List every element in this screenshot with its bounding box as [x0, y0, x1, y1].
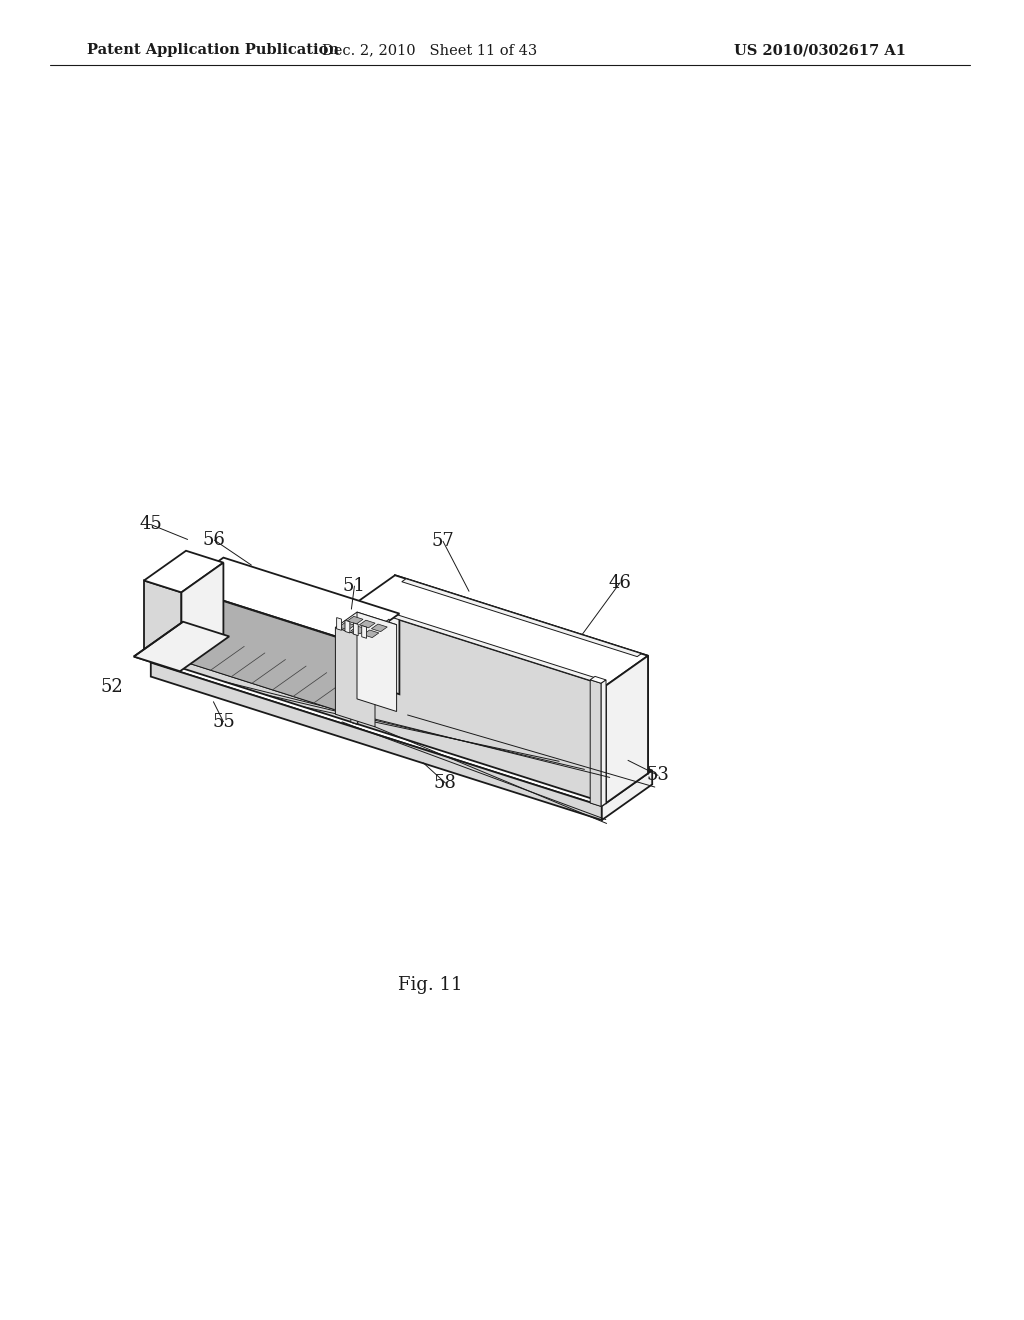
Polygon shape: [362, 630, 379, 638]
Text: Fig. 11: Fig. 11: [397, 975, 462, 994]
Polygon shape: [190, 640, 388, 717]
Polygon shape: [353, 623, 358, 636]
Text: 58: 58: [434, 774, 457, 792]
Polygon shape: [353, 605, 606, 803]
Polygon shape: [134, 622, 229, 672]
Polygon shape: [606, 656, 648, 803]
Polygon shape: [345, 620, 350, 634]
Polygon shape: [364, 606, 603, 684]
Polygon shape: [353, 576, 648, 685]
Polygon shape: [401, 578, 641, 656]
Text: 53: 53: [646, 767, 670, 784]
Text: 56: 56: [203, 531, 226, 549]
Polygon shape: [223, 562, 399, 694]
Polygon shape: [339, 622, 354, 630]
Polygon shape: [151, 627, 652, 807]
Polygon shape: [354, 619, 389, 719]
Text: 52: 52: [100, 678, 123, 696]
Polygon shape: [590, 676, 606, 684]
Text: US 2010/0302617 A1: US 2010/0302617 A1: [734, 44, 906, 57]
Polygon shape: [181, 557, 399, 643]
Polygon shape: [347, 616, 364, 624]
Polygon shape: [336, 627, 375, 727]
Polygon shape: [359, 620, 375, 628]
Polygon shape: [590, 680, 601, 807]
Polygon shape: [181, 593, 357, 723]
Polygon shape: [395, 576, 648, 774]
Text: Dec. 2, 2010   Sheet 11 of 43: Dec. 2, 2010 Sheet 11 of 43: [323, 44, 538, 57]
Polygon shape: [144, 581, 181, 668]
Text: 46: 46: [608, 574, 632, 591]
Polygon shape: [190, 591, 355, 717]
Polygon shape: [351, 647, 357, 723]
Polygon shape: [337, 618, 341, 631]
Polygon shape: [134, 656, 180, 672]
Polygon shape: [336, 612, 396, 640]
Text: 51: 51: [343, 577, 366, 595]
Polygon shape: [134, 622, 183, 656]
Polygon shape: [372, 624, 387, 632]
Text: Patent Application Publication: Patent Application Publication: [87, 44, 339, 57]
Polygon shape: [181, 562, 223, 668]
Polygon shape: [601, 680, 606, 807]
Polygon shape: [602, 771, 652, 820]
Text: 57: 57: [432, 532, 455, 550]
Polygon shape: [351, 626, 367, 634]
Polygon shape: [151, 663, 602, 820]
Text: 45: 45: [139, 515, 162, 533]
Text: 55: 55: [212, 713, 234, 731]
Polygon shape: [361, 626, 367, 639]
Polygon shape: [357, 612, 396, 711]
Polygon shape: [181, 587, 357, 648]
Polygon shape: [144, 550, 223, 593]
